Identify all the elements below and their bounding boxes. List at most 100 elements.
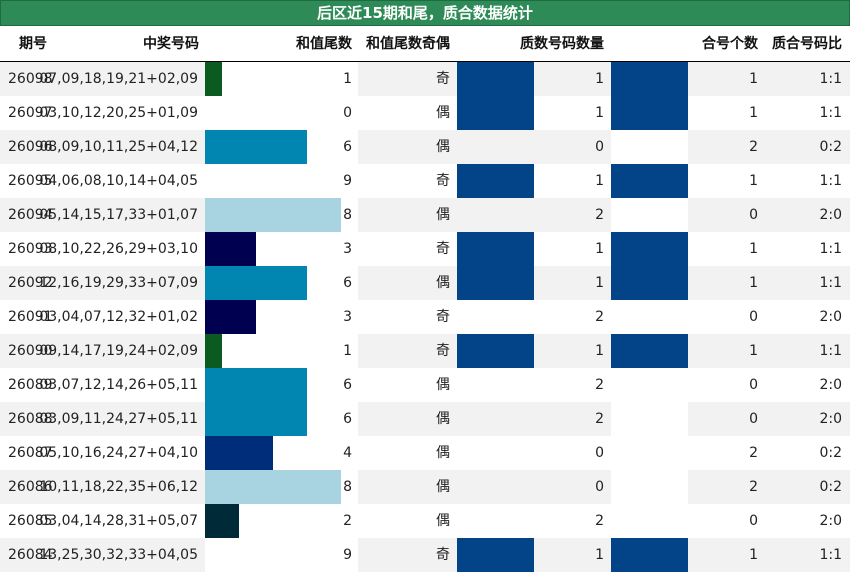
composite-count-value: 2	[749, 139, 758, 155]
ratio-cell: 1:1	[819, 105, 842, 121]
prime-count-value: 1	[595, 343, 604, 359]
sum-tail-value: 1	[343, 71, 352, 87]
prime-count-value: 1	[595, 241, 604, 257]
row-stripe	[358, 538, 457, 572]
row-stripe	[765, 334, 850, 368]
sum-tail-bar	[205, 266, 307, 300]
row-stripe	[765, 266, 850, 300]
composite-count-value: 1	[749, 275, 758, 291]
row-stripe	[457, 130, 611, 164]
row-stripe	[688, 470, 765, 504]
period-cell: 26092	[8, 275, 53, 291]
prime-count-bar	[457, 62, 534, 96]
sum-tail-bar	[205, 62, 222, 96]
sum-tail-value: 6	[343, 139, 352, 155]
row-stripe	[765, 130, 850, 164]
row-stripe	[765, 402, 850, 436]
sum-tail-value: 3	[343, 309, 352, 325]
row-stripe	[358, 436, 457, 470]
parity-cell: 奇	[436, 343, 450, 359]
header-sum-tail: 和值尾数	[296, 36, 352, 52]
table-row: 26094 05,14,15,17,33+01,07 8 偶 2 0 2:0	[0, 198, 850, 232]
row-stripe	[765, 198, 850, 232]
composite-count-value: 1	[749, 71, 758, 87]
chart-title: 后区近15期和尾，质合数据统计	[0, 0, 850, 26]
sum-tail-bar	[205, 402, 307, 436]
sum-tail-value: 1	[343, 343, 352, 359]
row-stripe	[457, 436, 611, 470]
numbers-cell: 03,09,11,24,27+05,11	[39, 411, 198, 427]
row-stripe	[688, 334, 765, 368]
period-cell: 26089	[8, 377, 53, 393]
row-stripe	[0, 266, 205, 300]
composite-count-value: 2	[749, 445, 758, 461]
row-stripe	[688, 436, 765, 470]
row-stripe	[457, 300, 611, 334]
numbers-cell: 03,04,07,12,32+01,02	[39, 309, 198, 325]
row-stripe	[358, 62, 457, 96]
prime-count-value: 0	[595, 479, 604, 495]
prime-count-value: 2	[595, 513, 604, 529]
prime-count-bar	[457, 164, 534, 198]
table-row: 26084 13,25,30,32,33+04,05 9 奇 1 1 1:1	[0, 538, 850, 572]
period-cell: 26087	[8, 445, 53, 461]
row-stripe	[457, 368, 611, 402]
row-stripe	[765, 538, 850, 572]
prime-count-value: 1	[595, 71, 604, 87]
composite-count-value: 1	[749, 241, 758, 257]
ratio-cell: 1:1	[819, 173, 842, 189]
period-cell: 26088	[8, 411, 53, 427]
row-stripe	[358, 130, 457, 164]
ratio-cell: 0:2	[819, 479, 842, 495]
row-stripe	[457, 470, 611, 504]
composite-count-value: 1	[749, 343, 758, 359]
parity-cell: 偶	[436, 275, 450, 291]
numbers-cell: 03,04,14,28,31+05,07	[39, 513, 198, 529]
prime-count-value: 2	[595, 411, 604, 427]
ratio-cell: 2:0	[819, 377, 842, 393]
prime-count-value: 2	[595, 309, 604, 325]
sum-tail-value: 6	[343, 275, 352, 291]
row-stripe	[765, 470, 850, 504]
table-row: 26086 10,11,18,22,35+06,12 8 偶 0 2 0:2	[0, 470, 850, 504]
numbers-cell: 08,10,22,26,29+03,10	[39, 241, 198, 257]
row-stripe	[358, 504, 457, 538]
row-stripe	[765, 96, 850, 130]
numbers-cell: 10,11,18,22,35+06,12	[39, 479, 198, 495]
row-stripe	[688, 96, 765, 130]
header-numbers: 中奖号码	[143, 36, 199, 52]
ratio-cell: 2:0	[819, 309, 842, 325]
composite-count-bar	[611, 96, 688, 130]
table-row: 26090 09,14,17,19,24+02,09 1 奇 1 1 1:1	[0, 334, 850, 368]
row-stripe	[688, 164, 765, 198]
sum-tail-bar	[205, 504, 239, 538]
period-cell: 26093	[8, 241, 53, 257]
parity-cell: 偶	[436, 377, 450, 393]
prime-count-bar	[457, 334, 534, 368]
parity-cell: 偶	[436, 139, 450, 155]
row-stripe	[358, 164, 457, 198]
numbers-cell: 03,10,12,20,25+01,09	[39, 105, 198, 121]
table-row: 26087 05,10,16,24,27+04,10 4 偶 0 2 0:2	[0, 436, 850, 470]
row-stripe	[457, 198, 611, 232]
row-stripe	[765, 368, 850, 402]
prime-count-value: 0	[595, 445, 604, 461]
parity-cell: 偶	[436, 479, 450, 495]
prime-count-bar	[457, 96, 534, 130]
sum-tail-bar	[205, 300, 256, 334]
table-row: 26098 07,09,18,19,21+02,09 1 奇 1 1 1:1	[0, 62, 850, 96]
sum-tail-value: 2	[343, 513, 352, 529]
prime-count-bar	[457, 266, 534, 300]
row-stripe	[765, 504, 850, 538]
row-stripe	[688, 266, 765, 300]
numbers-cell: 07,09,18,19,21+02,09	[39, 71, 198, 87]
composite-count-value: 0	[749, 411, 758, 427]
row-stripe	[0, 402, 205, 436]
table-row: 26093 08,10,22,26,29+03,10 3 奇 1 1 1:1	[0, 232, 850, 266]
numbers-cell: 05,14,15,17,33+01,07	[39, 207, 198, 223]
table-row: 26085 03,04,14,28,31+05,07 2 偶 2 0 2:0	[0, 504, 850, 538]
ratio-cell: 2:0	[819, 411, 842, 427]
ratio-cell: 1:1	[819, 241, 842, 257]
row-stripe	[0, 96, 205, 130]
row-stripe	[0, 130, 205, 164]
